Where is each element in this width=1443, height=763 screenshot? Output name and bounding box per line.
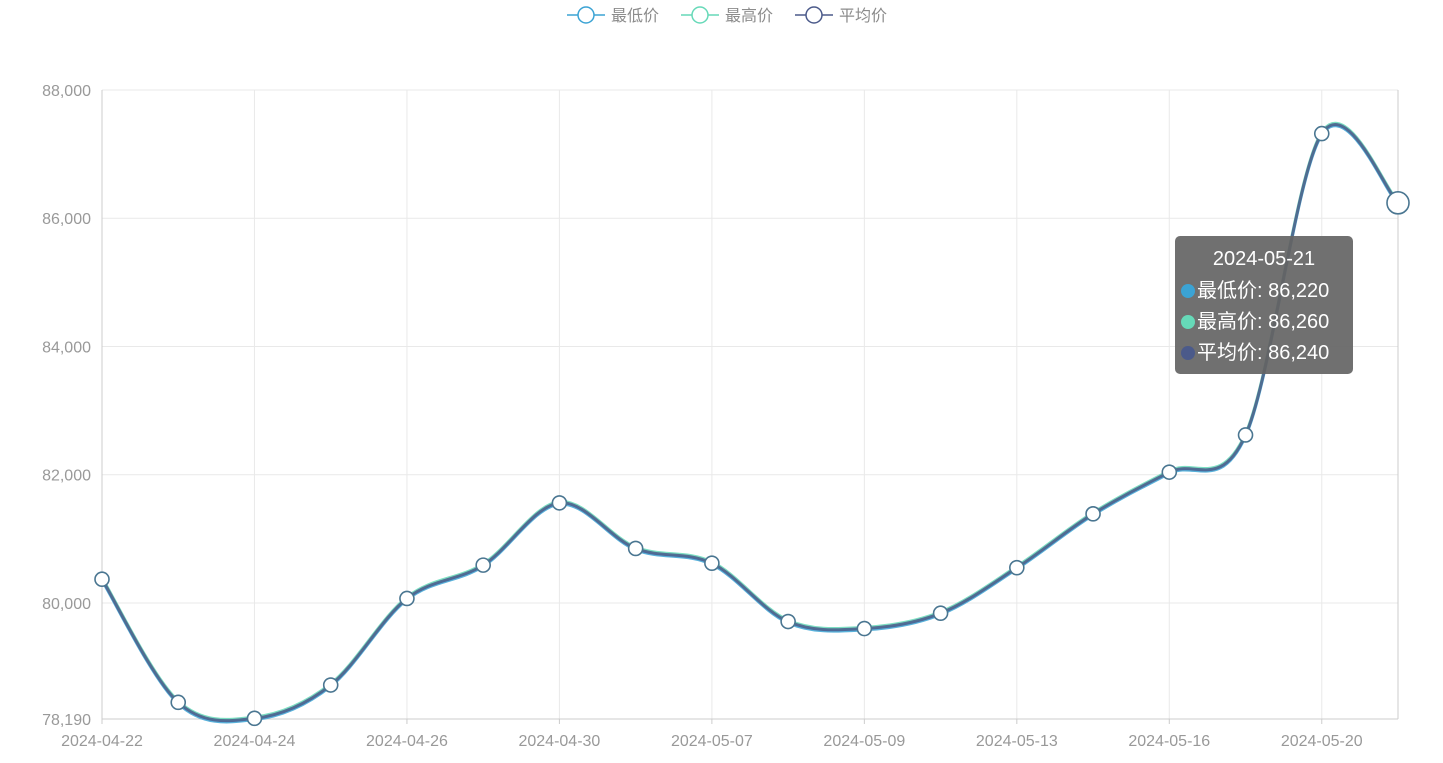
y-tick-label: 84,000: [42, 339, 91, 356]
y-tick-label: 86,000: [42, 211, 91, 228]
legend-avg-label: 平均价: [839, 7, 887, 25]
data-point[interactable]: [780, 613, 796, 630]
y-tick-label: 78,190: [42, 712, 91, 729]
legend-item-low[interactable]: 最低价: [567, 6, 659, 25]
x-tick-label: 2024-04-22: [61, 733, 143, 750]
data-point[interactable]: [551, 495, 568, 511]
series-low-line: [100, 124, 1400, 724]
legend-high-label: 最高价: [725, 7, 773, 25]
tooltip-avg-text: 平均价: 86,240: [1197, 342, 1330, 364]
data-point[interactable]: [1386, 191, 1410, 215]
tooltip-low-dot: [1181, 284, 1195, 298]
series-high-line: [100, 121, 1400, 721]
tooltip-row-avg: 平均价: 86,240: [1175, 338, 1353, 369]
data-point[interactable]: [170, 694, 187, 711]
y-tick-label: 88,000: [42, 83, 91, 100]
circle-line-icon: [577, 6, 595, 24]
tooltip-row-low: 最低价: 86,220: [1175, 276, 1353, 307]
x-tick-label: 2024-05-13: [976, 733, 1058, 750]
tooltip-avg-dot: [1181, 346, 1195, 360]
data-point[interactable]: [1237, 427, 1254, 443]
data-point[interactable]: [475, 557, 491, 573]
legend-item-avg[interactable]: 平均价: [795, 6, 887, 25]
tooltip-low-text: 最低价: 86,220: [1197, 280, 1330, 302]
x-tick-label: 2024-05-16: [1128, 733, 1210, 750]
series-avg-line: [100, 123, 1400, 723]
x-tick-label: 2024-05-07: [671, 733, 753, 750]
chart-tooltip: 2024-05-21 最低价: 86,220 最高价: 86,260 平均价: …: [1175, 236, 1353, 374]
x-tick-label: 2024-04-24: [214, 733, 296, 750]
data-point[interactable]: [94, 571, 110, 588]
legend-low-label: 最低价: [611, 7, 659, 25]
data-point[interactable]: [704, 555, 720, 571]
circle-line-icon: [805, 6, 823, 24]
y-tick-label: 82,000: [42, 468, 91, 485]
data-point[interactable]: [1009, 559, 1025, 576]
chart-axes: 78,190 80,000 82,000 84,000 86,000 88,000 2024…: [42, 83, 1399, 750]
data-point[interactable]: [1313, 125, 1330, 142]
tooltip-high-text: 最高价: 86,260: [1197, 311, 1330, 333]
chart-points[interactable]: [94, 125, 1410, 727]
x-tick-label: 2024-05-09: [823, 733, 905, 750]
data-point[interactable]: [856, 620, 873, 637]
x-tick-label: 2024-05-20: [1281, 733, 1363, 750]
chart-series: [100, 121, 1400, 724]
data-point[interactable]: [932, 605, 949, 622]
data-point[interactable]: [399, 590, 415, 607]
circle-line-icon: [691, 6, 709, 24]
data-point[interactable]: [1085, 506, 1101, 522]
chart-legend[interactable]: 最低价 最高价 平均价: [567, 6, 887, 25]
tooltip-row-high: 最高价: 86,260: [1175, 307, 1353, 338]
chart-grid: [102, 89, 1398, 719]
tooltip-high-dot: [1181, 315, 1195, 329]
tooltip-date: 2024-05-21: [1212, 248, 1316, 270]
data-point[interactable]: [1161, 464, 1178, 480]
y-tick-label: 80,000: [42, 596, 91, 613]
legend-item-high[interactable]: 最高价: [681, 6, 773, 25]
data-point[interactable]: [246, 710, 263, 727]
data-point[interactable]: [627, 540, 644, 557]
data-point[interactable]: [322, 677, 339, 693]
x-tick-label: 2024-04-26: [366, 733, 448, 750]
x-tick-label: 2024-04-30: [518, 733, 600, 750]
